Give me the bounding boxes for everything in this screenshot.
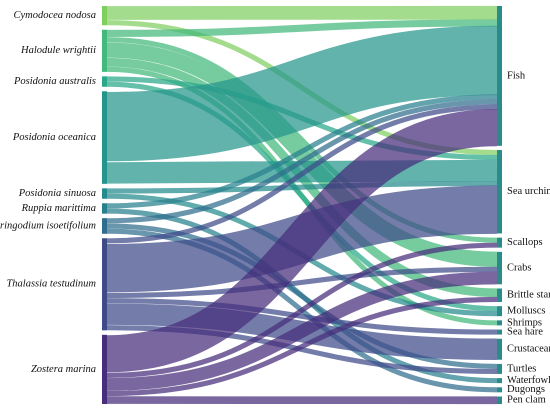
source-label-syringodium-isoetifolium: Syringodium isoetifolium [0,220,96,231]
target-node-dugongs [497,387,502,393]
source-node-halodule-wrightii [102,29,107,72]
target-node-sea-urchin [497,150,502,234]
target-node-brittle-star [497,288,502,302]
target-node-pen-clam [497,396,502,404]
link-thalassia-testudinum-to-crabs [106,266,498,299]
source-label-posidonia-australis: Posidonia australis [13,76,96,87]
link-zostera-marina-to-brittle-star [106,296,498,397]
source-node-zostera-marina [102,334,107,404]
link-posidonia-oceanica-to-fish [106,25,498,162]
link-syringodium-isoetifolium-to-fish [106,99,498,224]
target-label-brittle-star: Brittle star [507,290,550,301]
source-label-posidonia-sinuosa: Posidonia sinuosa [18,188,96,199]
source-label-ruppia-marittima: Ruppia marittima [21,203,96,214]
link-thalassia-testudinum-to-fish [106,104,498,244]
link-zostera-marina-to-scallops [106,242,498,378]
target-label-pen-clam: Pen clam [507,395,546,406]
target-label-sea-urchin: Sea urchin [507,186,550,197]
target-label-turtles: Turtles [507,363,536,374]
source-label-thalassia-testudinum: Thalassia testudinum [6,279,96,290]
link-zostera-marina-to-fish [106,109,498,373]
source-node-posidonia-australis [102,76,107,87]
target-label-fish: Fish [507,70,526,81]
source-node-ruppia-marittima [102,203,107,214]
target-node-waterfowl [497,378,502,384]
target-label-dugongs: Dugongs [507,384,545,395]
source-label-halodule-wrightii: Halodule wrightii [20,45,96,56]
source-label-zostera-marina: Zostera marina [31,364,96,375]
link-zostera-marina-to-crabs [106,271,498,391]
source-node-syringodium-isoetifolium [102,218,107,234]
target-node-scallops [497,237,502,248]
link-halodule-wrightii-to-crabs [106,42,498,267]
source-label-cymodocea-nodosa: Cymodocea nodosa [13,10,96,21]
target-label-waterfowl: Waterfowl [507,375,550,386]
target-node-turtles [497,363,502,374]
link-halodule-wrightii-to-fish [106,19,498,37]
link-posidonia-sinuosa-to-sea-urchin [106,180,498,194]
source-nodes [102,6,107,404]
target-node-crabs [497,251,502,285]
link-thalassia-testudinum-to-sea-hare [106,298,498,335]
target-label-molluscs: Molluscs [507,306,546,317]
target-label-shrimps: Shrimps [507,317,542,328]
sankey-links [106,5,498,405]
source-labels: Cymodocea nodosa Halodule wrightii Posidon… [0,10,96,375]
source-node-posidonia-sinuosa [102,188,107,199]
target-node-fish [497,6,502,146]
source-label-posidonia-oceanica: Posidonia oceanica [12,132,96,143]
target-label-crabs: Crabs [507,262,532,273]
target-label-scallops: Scallops [507,237,543,248]
source-node-thalassia-testudinum [102,238,107,331]
target-label-crustaceans: Crustaceans [507,344,550,355]
target-node-molluscs [497,306,502,317]
source-node-cymodocea-nodosa [102,6,107,26]
target-node-crustaceans [497,338,502,360]
target-label-sea-hare: Sea hare [507,326,543,337]
target-nodes [497,6,502,404]
target-node-shrimps [497,320,502,326]
source-node-posidonia-oceanica [102,91,107,184]
link-ruppia-marittima-to-fish [106,94,498,209]
target-labels: Fish Sea urchin Scallops Crabs Brittle star M… [507,70,550,405]
target-node-sea-hare [497,329,502,335]
